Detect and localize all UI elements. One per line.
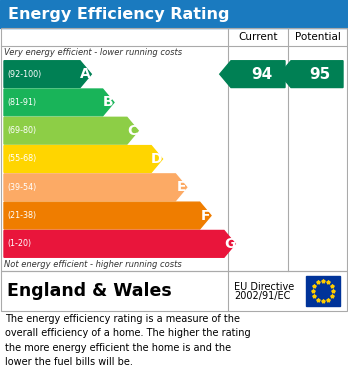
Text: (55-68): (55-68) (7, 154, 36, 163)
Text: Energy Efficiency Rating: Energy Efficiency Rating (8, 7, 229, 22)
Text: 2002/91/EC: 2002/91/EC (234, 291, 290, 301)
Text: C: C (127, 124, 138, 138)
Text: (69-80): (69-80) (7, 126, 36, 135)
Text: (21-38): (21-38) (7, 211, 36, 220)
Text: (92-100): (92-100) (7, 70, 41, 79)
Polygon shape (4, 61, 91, 88)
Polygon shape (4, 145, 163, 172)
Text: D: D (151, 152, 163, 166)
Text: A: A (80, 67, 91, 81)
Polygon shape (4, 202, 211, 229)
Polygon shape (220, 61, 285, 88)
Polygon shape (4, 117, 138, 144)
Bar (1, 271, 347, 311)
Text: G: G (224, 237, 235, 251)
Text: 95: 95 (310, 66, 331, 82)
Polygon shape (280, 61, 343, 88)
Text: Not energy efficient - higher running costs: Not energy efficient - higher running co… (4, 260, 182, 269)
Text: The energy efficiency rating is a measure of the
overall efficiency of a home. T: The energy efficiency rating is a measur… (5, 314, 251, 367)
Text: EU Directive: EU Directive (234, 282, 294, 292)
Text: B: B (103, 95, 113, 109)
Text: England & Wales: England & Wales (7, 282, 172, 300)
Polygon shape (4, 230, 235, 257)
Text: 94: 94 (251, 66, 272, 82)
Bar (0, 0, 348, 28)
Text: E: E (176, 180, 186, 194)
Text: F: F (200, 208, 210, 222)
Polygon shape (4, 174, 187, 201)
Text: (81-91): (81-91) (7, 98, 36, 107)
Text: Current: Current (238, 32, 278, 42)
Text: Very energy efficient - lower running costs: Very energy efficient - lower running co… (4, 48, 182, 57)
Text: (1-20): (1-20) (7, 239, 31, 248)
Text: Potential: Potential (295, 32, 341, 42)
Polygon shape (4, 89, 114, 116)
Bar (306, 276, 340, 306)
Text: (39-54): (39-54) (7, 183, 36, 192)
Bar (1, 28, 347, 271)
